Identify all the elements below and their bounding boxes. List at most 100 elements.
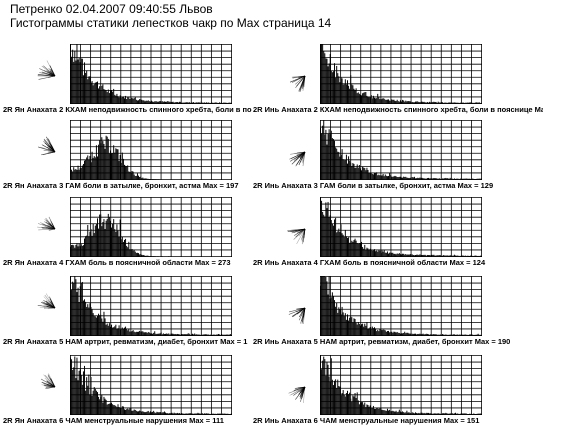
- histogram-bar: [342, 312, 344, 336]
- histogram-bar: [412, 333, 414, 336]
- histogram-bar: [455, 334, 456, 336]
- histogram-bar: [390, 411, 392, 415]
- histogram-bar: [339, 309, 341, 336]
- histogram-bar: [385, 331, 387, 336]
- histogram-bar: [125, 165, 127, 180]
- histogram-bar: [435, 255, 437, 257]
- histogram-bar: [347, 80, 348, 104]
- histogram-bar: [382, 410, 384, 415]
- histogram-bar: [429, 413, 431, 415]
- histogram-bar: [152, 179, 154, 180]
- histogram-bar: [464, 255, 466, 257]
- histogram-bar: [188, 333, 190, 336]
- histogram-bar: [328, 376, 330, 415]
- histogram-bar: [384, 174, 386, 180]
- histogram-bar: [326, 58, 328, 104]
- histogram-bar: [82, 163, 84, 180]
- histogram-bar: [104, 148, 106, 180]
- histogram-bar: [359, 168, 361, 180]
- histogram-bar: [190, 413, 192, 415]
- histogram-bar: [340, 154, 342, 180]
- histogram-bar: [325, 276, 327, 336]
- histogram-bar: [101, 226, 103, 257]
- histogram-bar: [86, 157, 88, 180]
- histogram-bar: [389, 173, 391, 180]
- histogram-bar: [78, 169, 80, 180]
- histogram-bar: [105, 135, 107, 180]
- histogram-bar: [343, 395, 345, 415]
- histogram-bar: [422, 101, 424, 104]
- histogram-bar: [405, 412, 407, 415]
- histogram-bar: [107, 404, 109, 415]
- histogram-bar: [90, 82, 92, 104]
- histogram-bar: [341, 393, 343, 415]
- histogram-bar: [211, 413, 213, 415]
- histogram-bar: [432, 334, 434, 336]
- histogram-bar: [351, 317, 353, 336]
- histogram-bar: [380, 99, 382, 104]
- histogram-bar: [349, 392, 351, 415]
- histogram-bar: [113, 88, 115, 104]
- histogram-bar: [189, 334, 191, 336]
- histogram-bar: [220, 413, 222, 415]
- histogram-bar: [466, 255, 468, 257]
- histogram-bar: [378, 174, 380, 180]
- histogram-bar: [125, 238, 127, 257]
- histogram-bar: [416, 178, 418, 180]
- histogram-bar: [135, 175, 137, 180]
- histogram-bar: [367, 169, 369, 180]
- histogram-bar: [118, 325, 120, 336]
- histogram-bar: [321, 276, 323, 336]
- histogram-bar: [92, 390, 94, 415]
- histogram-bar: [396, 253, 398, 257]
- histogram-bar: [170, 101, 172, 104]
- histogram-bar: [156, 101, 158, 104]
- histogram-bar: [82, 245, 84, 257]
- histogram-bar: [160, 412, 162, 415]
- histogram-bar: [82, 300, 84, 336]
- histogram-bar: [153, 179, 155, 180]
- histogram-bar: [366, 404, 368, 415]
- chakra-petal-thumbnail: [288, 307, 306, 324]
- histogram-bar: [117, 328, 119, 336]
- histogram-bar: [475, 178, 477, 180]
- histogram-bar: [223, 334, 225, 336]
- histogram-bar: [125, 95, 127, 104]
- histogram-bar: [173, 412, 175, 415]
- histogram-bar: [463, 413, 465, 415]
- histogram-bar: [424, 178, 426, 180]
- histogram-bar: [103, 311, 105, 336]
- histogram-bar: [78, 243, 80, 257]
- histogram-bar: [420, 333, 422, 336]
- histogram-bar: [207, 102, 209, 104]
- histogram-bar: [205, 413, 206, 415]
- histogram-bar: [154, 179, 156, 180]
- histogram-bar: [322, 44, 324, 104]
- histogram-bar: [465, 413, 467, 415]
- histogram-bar: [453, 254, 455, 257]
- histogram-bar: [380, 175, 382, 180]
- histogram-bar: [71, 56, 73, 104]
- histogram-bar: [113, 405, 115, 415]
- histogram-bar: [372, 95, 374, 104]
- histogram-bar: [377, 93, 379, 104]
- histogram-bar: [339, 82, 341, 104]
- histogram-bar: [475, 255, 477, 257]
- histogram-bar: [115, 148, 117, 180]
- histogram-bar: [480, 102, 482, 104]
- histogram-bar: [476, 178, 478, 180]
- histogram-bar: [463, 334, 465, 336]
- histogram-bar: [431, 254, 433, 257]
- histogram-bar: [375, 251, 377, 257]
- histogram-bar: [152, 101, 154, 104]
- histogram-bar: [411, 254, 413, 257]
- histogram-bar: [434, 413, 436, 415]
- histogram-bar: [143, 332, 145, 336]
- histogram-bar: [451, 413, 453, 415]
- histogram-bar: [78, 370, 80, 415]
- histogram-bar: [327, 133, 329, 180]
- histogram-bar: [124, 327, 125, 336]
- histogram-bar: [154, 412, 156, 415]
- histogram-bar: [169, 101, 171, 104]
- histogram-bar: [436, 334, 438, 336]
